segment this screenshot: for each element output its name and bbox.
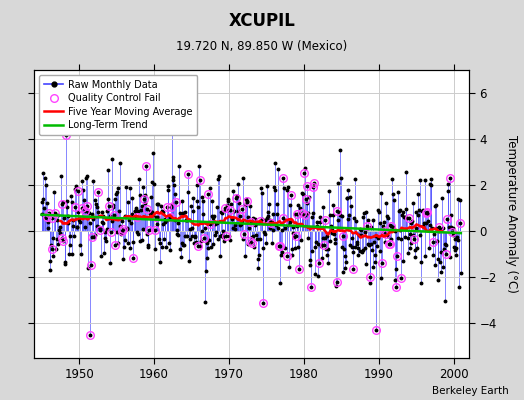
Text: Berkeley Earth: Berkeley Earth: [432, 386, 508, 396]
Text: XCUPIL: XCUPIL: [228, 12, 296, 30]
Legend: Raw Monthly Data, Quality Control Fail, Five Year Moving Average, Long-Term Tren: Raw Monthly Data, Quality Control Fail, …: [39, 75, 198, 135]
Y-axis label: Temperature Anomaly (°C): Temperature Anomaly (°C): [505, 135, 518, 293]
Text: 19.720 N, 89.850 W (Mexico): 19.720 N, 89.850 W (Mexico): [177, 40, 347, 53]
